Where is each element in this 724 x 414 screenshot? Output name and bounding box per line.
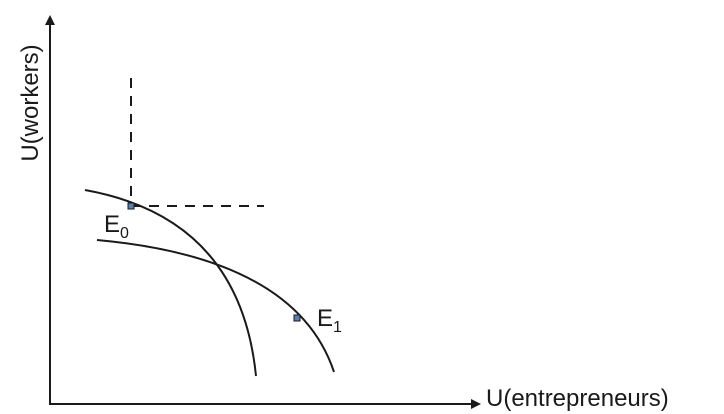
point-e1-marker: [293, 314, 301, 322]
point-e0-label: E0: [104, 211, 129, 242]
y-axis-label: U(workers): [17, 44, 44, 161]
utility-possibility-frontier-steep: [84, 189, 257, 377]
point-e1-label: E1: [317, 305, 342, 336]
point-e0-marker: [127, 202, 135, 210]
point-e1-subscript: 1: [333, 319, 342, 336]
point-e0-subscript: 0: [120, 225, 129, 242]
x-axis-label: U(entrepreneurs): [486, 385, 669, 412]
utility-possibility-frontier-flat: [96, 239, 335, 373]
point-e1-letter: E: [317, 305, 333, 332]
point-e0-letter: E: [104, 211, 120, 238]
